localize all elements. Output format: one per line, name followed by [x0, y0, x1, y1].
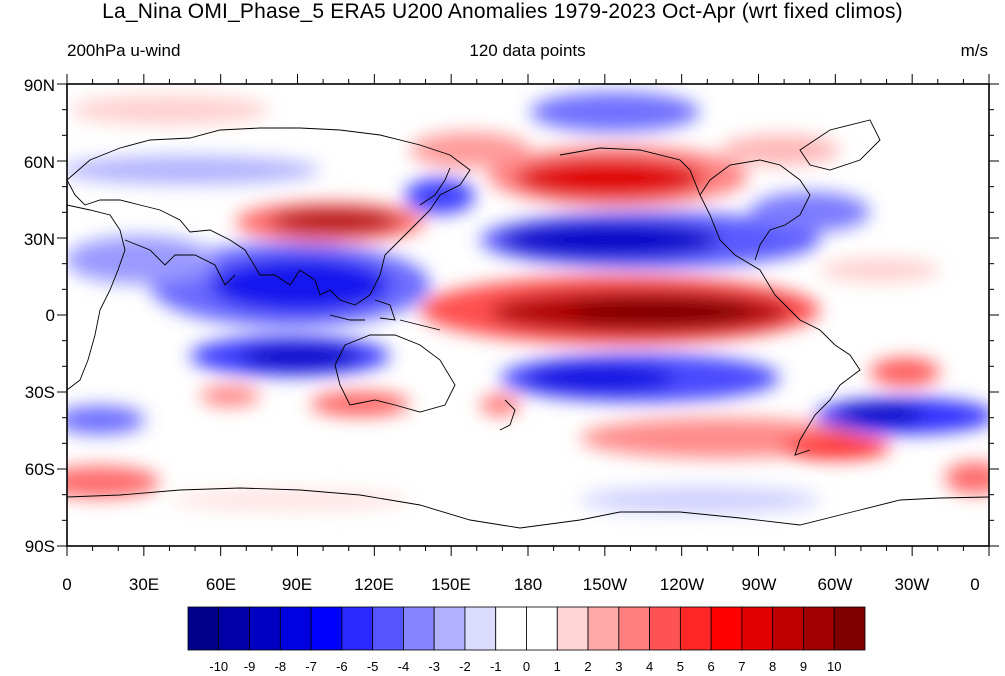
axis-ticks	[57, 74, 999, 556]
colorbar-swatch	[341, 606, 374, 651]
colorbar-label: -10	[209, 659, 229, 674]
lon-label-0-east: 0	[970, 575, 980, 594]
colorbar-label: -4	[397, 659, 410, 674]
colorbar-swatch	[526, 606, 558, 651]
colorbar-swatch	[249, 606, 281, 651]
lon-label-0: 0	[62, 575, 72, 594]
colorbar-swatch	[279, 606, 312, 651]
lat-label-90n: 90N	[23, 76, 55, 95]
left-string: 200hPa u-wind	[67, 41, 181, 60]
lon-label-90w: 90W	[741, 575, 777, 594]
center-string: 120 data points	[469, 41, 586, 60]
colorbar-label: -3	[428, 659, 440, 674]
colorbar-swatch	[495, 606, 527, 651]
colorbar-swatch	[218, 606, 250, 651]
colorbar-label: 1	[553, 659, 561, 674]
lon-label-60w: 60W	[817, 575, 853, 594]
colorbar-swatch	[618, 606, 650, 651]
coastlines	[67, 119, 989, 529]
colorbar-swatch	[372, 606, 404, 651]
colorbar-label: 6	[707, 659, 715, 674]
colorbar-swatch	[649, 606, 681, 651]
colorbar-label: -2	[459, 659, 471, 674]
colorbar-label: 8	[769, 659, 777, 674]
lon-label-30e: 30E	[128, 575, 160, 594]
colorbar-swatch	[403, 606, 435, 651]
lat-label-30s: 30S	[24, 383, 55, 402]
colorbar-swatch	[310, 606, 343, 651]
lat-label-60n: 60N	[23, 153, 55, 172]
colorbar-label: 0	[522, 659, 531, 674]
colorbar-swatch	[833, 606, 866, 651]
map-title: La_Nina OMI_Phase_5 ERA5 U200 Anomalies …	[102, 0, 903, 23]
lat-label-60s: 60S	[24, 460, 55, 479]
colorbar-swatch	[772, 606, 804, 651]
colorbar-label: -6	[336, 659, 348, 674]
lon-label-60e: 60E	[205, 575, 237, 594]
colorbar-label: 9	[799, 659, 808, 674]
colorbar-label: 10	[826, 659, 842, 674]
lon-label-150e: 150E	[431, 575, 471, 594]
colorbar	[187, 606, 866, 651]
colorbar-swatch	[803, 606, 835, 651]
colorbar-swatch	[587, 606, 620, 651]
colorbar-label: 7	[738, 659, 746, 674]
colorbar-label: -5	[366, 659, 379, 674]
colorbar-swatch	[710, 606, 743, 651]
colorbar-label: -1	[489, 659, 502, 674]
colorbar-label: -7	[305, 659, 317, 674]
units-string: m/s	[960, 41, 988, 60]
colorbar-label: -8	[274, 659, 287, 674]
colorbar-label: 5	[676, 659, 684, 674]
lat-label-90s: 90S	[24, 537, 55, 556]
colorbar-swatch	[679, 606, 712, 651]
colorbar-label: 2	[584, 659, 592, 674]
lon-label-150w: 150W	[582, 575, 628, 594]
colorbar-swatch	[464, 606, 497, 651]
lon-label-120w: 120W	[659, 575, 705, 594]
colorbar-swatch	[741, 606, 774, 651]
lat-label-0: 0	[45, 306, 55, 325]
colorbar-label: 3	[615, 659, 623, 674]
lon-label-180: 180	[513, 575, 543, 594]
colorbar-swatch	[187, 606, 220, 651]
colorbar-label: 4	[645, 659, 654, 674]
lat-label-30n: 30N	[23, 230, 55, 249]
colorbar-swatch	[556, 606, 589, 651]
lon-label-120e: 120E	[354, 575, 394, 594]
colorbar-label: -9	[243, 659, 256, 674]
lon-label-90e: 90E	[281, 575, 313, 594]
lon-label-30w: 30W	[894, 575, 930, 594]
anomaly-field	[67, 92, 989, 514]
colorbar-swatch	[433, 606, 466, 651]
